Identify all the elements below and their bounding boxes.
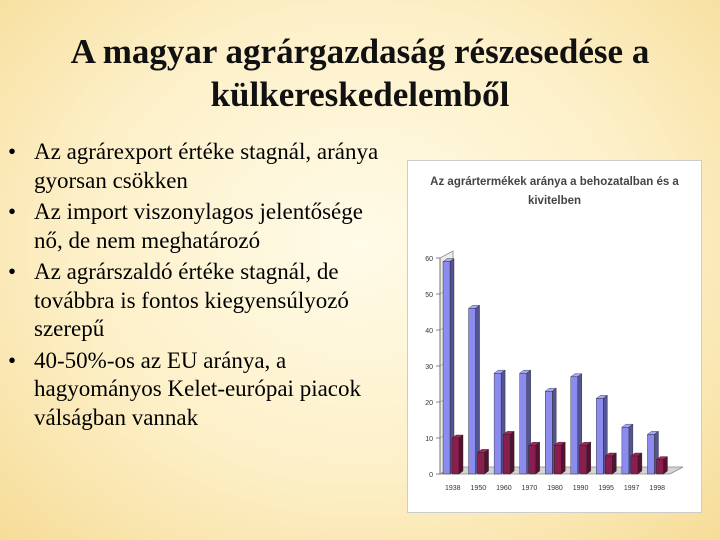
bullet-item: • Az import viszonylagos jelentősége nő, …: [8, 198, 393, 255]
bullet-dot-icon: •: [8, 347, 17, 373]
bar: [630, 455, 639, 475]
bar-side: [458, 434, 464, 475]
chart-panel: Az agrártermékek aránya a behozatalban é…: [407, 160, 702, 513]
bullet-dot-icon: •: [8, 139, 17, 164]
bar: [442, 261, 451, 475]
y-tick-label: 60: [425, 256, 433, 263]
bar: [545, 390, 553, 475]
bar-side: [509, 430, 515, 475]
x-tick-label: 1970: [522, 485, 538, 492]
bullet-item: • Az agrárexport értéke stagnál, aránya g…: [8, 138, 393, 195]
bar: [656, 459, 664, 475]
bullet-text: Az agrárszaldó értéke stagnál, de tovább…: [34, 259, 349, 341]
x-tick-label: 1960: [496, 485, 512, 492]
bar: [528, 445, 536, 475]
y-tick-label: 50: [425, 292, 433, 299]
x-tick-label: 1938: [445, 485, 461, 492]
x-tick-label: 1990: [573, 485, 589, 492]
bar: [647, 434, 655, 475]
bar-side: [637, 452, 643, 475]
bar: [605, 455, 613, 475]
bar: [493, 372, 502, 475]
bullet-list: • Az agrárexport értéke stagnál, aránya g…: [8, 138, 393, 435]
chart-title: Az agrártermékek aránya a behozatalban é…: [430, 176, 679, 207]
bar-side: [612, 452, 617, 475]
y-tick-wall: [439, 250, 454, 259]
y-tick-label: 30: [425, 364, 433, 371]
bar: [502, 434, 511, 475]
bar: [451, 437, 460, 475]
bar-side: [561, 441, 566, 475]
bullet-item: • Az agrárszaldó értéke stagnál, de továb…: [8, 258, 393, 344]
bar: [554, 445, 562, 475]
y-tick-label: 40: [425, 328, 433, 335]
y-tick-label: 0: [429, 472, 433, 479]
bar: [468, 308, 476, 475]
bar-side: [535, 441, 540, 475]
bullet-dot-icon: •: [8, 199, 17, 224]
x-tick-label: 1995: [598, 485, 614, 492]
y-tick-label: 20: [425, 400, 433, 407]
slide-title: A magyar agrárgazdaság részesedése a kül…: [70, 32, 650, 114]
bullet-text: 40-50%-os az EU aránya, a hagyományos Ke…: [34, 347, 361, 430]
y-tick-label: 10: [425, 436, 433, 443]
bar-side: [663, 456, 668, 475]
bullet-item: • 40-50%-os az EU aránya, a hagyományos K…: [8, 347, 393, 433]
bar-side: [484, 448, 489, 475]
bar-side: [586, 441, 591, 475]
bar-side: [475, 304, 480, 475]
bullet-dot-icon: •: [8, 259, 17, 284]
x-tick-label: 1997: [624, 485, 640, 492]
bullet-text: Az agrárexport értéke stagnál, aránya gy…: [34, 139, 379, 193]
x-tick-label: 1950: [471, 485, 487, 492]
bar-chart: 0 10 20 30 40 50 60 1938 1950 1960 1970 1980 1990 199…: [425, 250, 684, 492]
bar: [570, 376, 578, 475]
bar: [477, 452, 485, 475]
x-tick-label: 1998: [649, 485, 665, 492]
bar: [579, 445, 587, 475]
bar: [519, 372, 527, 475]
x-tick-label: 1980: [547, 485, 563, 492]
bar: [621, 427, 630, 475]
bullet-text: Az import viszonylagos jelentősége nő, d…: [34, 199, 363, 253]
bar: [596, 398, 604, 475]
